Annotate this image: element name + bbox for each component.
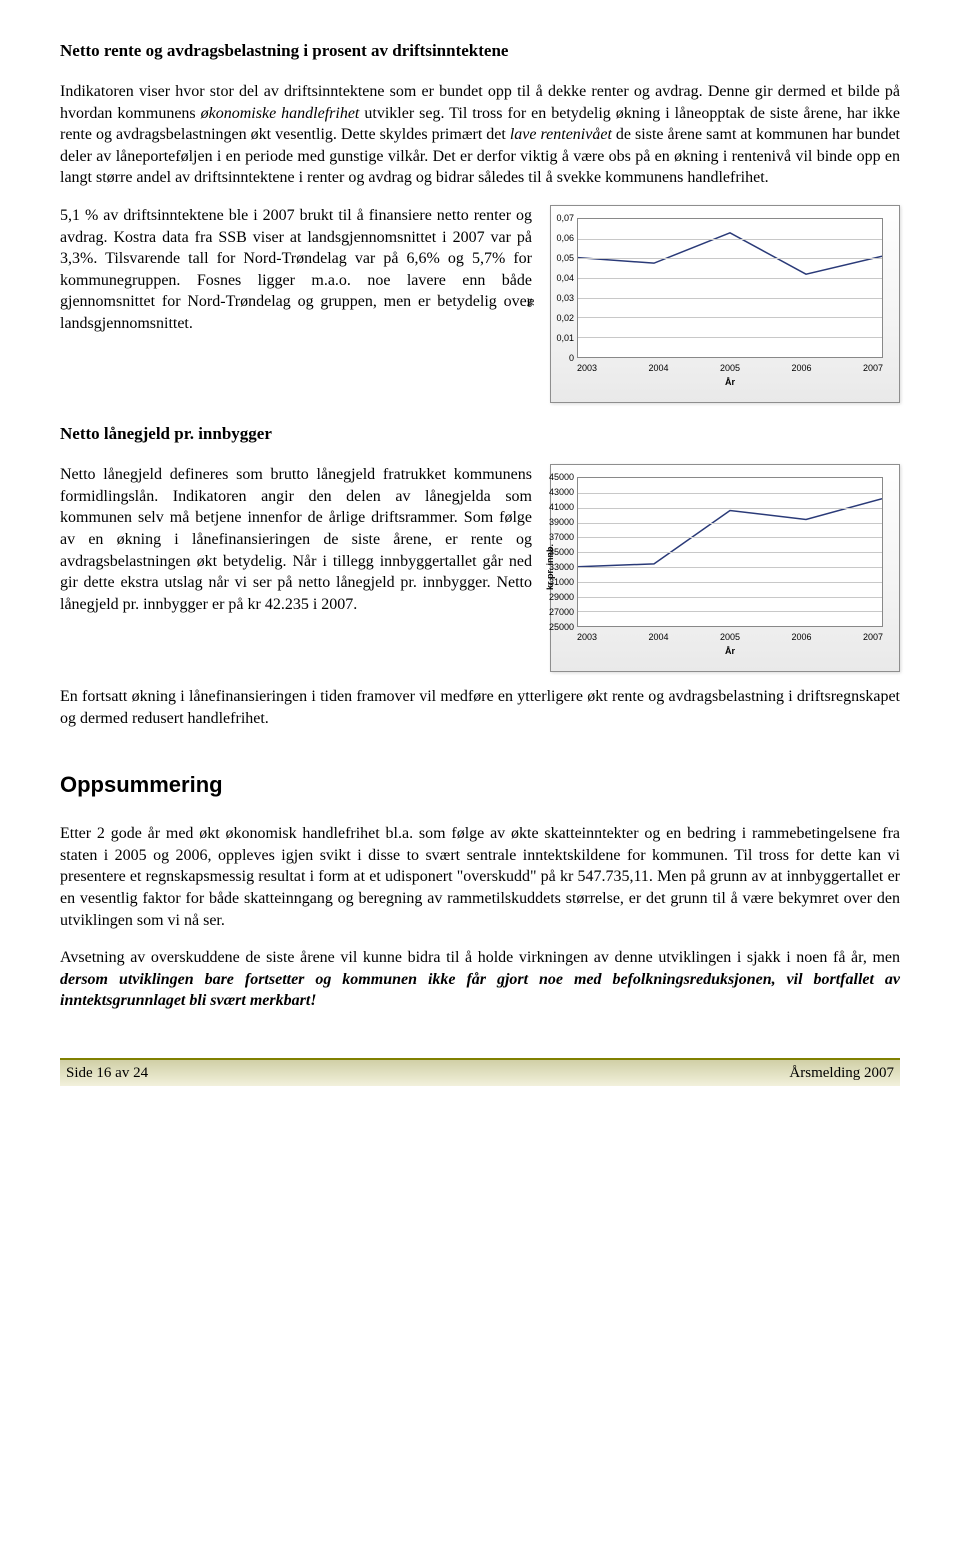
chart1-xticks: 20032004200520062007 <box>577 362 883 374</box>
chart2-yticks: 4500043000410003900037000350003300031000… <box>540 472 574 632</box>
section1-left-text: 5,1 % av driftsinntektene ble i 2007 bru… <box>60 205 532 403</box>
section1-para2: 5,1 % av driftsinntektene ble i 2007 bru… <box>60 205 532 335</box>
section2-para2: En fortsatt økning i lånefinansieringen … <box>60 686 900 729</box>
chart2-box: kr pr. innb. 450004300041000390003700035… <box>550 464 900 672</box>
chart2-plot: 4500043000410003900037000350003300031000… <box>577 477 883 627</box>
opp-p2-a: Avsetning av overskuddene de siste årene… <box>60 949 900 966</box>
footer-right: Årsmelding 2007 <box>789 1063 894 1083</box>
chart1-box: % 0,070,060,050,040,030,020,010 20032004… <box>550 205 900 403</box>
oppsummering-para1: Etter 2 gode år med økt økonomisk handle… <box>60 823 900 931</box>
chart2-xlabel: År <box>577 645 883 657</box>
chart1-yticks: 0,070,060,050,040,030,020,010 <box>540 213 574 363</box>
section2-para1: Netto lånegjeld defineres som brutto lån… <box>60 464 532 615</box>
opp-p2-bi: dersom utviklingen bare fortsetter og ko… <box>60 971 900 1010</box>
footer-left: Side 16 av 24 <box>66 1063 148 1083</box>
chart2-shell: kr pr. innb. 450004300041000390003700035… <box>550 464 900 672</box>
chart2-xticks: 20032004200520062007 <box>577 631 883 643</box>
section1-heading: Netto rente og avdragsbelastning i prose… <box>60 40 900 63</box>
chart1-xlabel: År <box>577 376 883 388</box>
oppsummering-para2: Avsetning av overskuddene de siste årene… <box>60 947 900 1012</box>
chart1-plot: 0,070,060,050,040,030,020,010 <box>577 218 883 358</box>
oppsummering-heading: Oppsummering <box>60 770 900 800</box>
p1-em1: økonomiske handlefrihet <box>201 105 360 122</box>
footer-bar: Side 16 av 24 Årsmelding 2007 <box>60 1058 900 1086</box>
section2-left-text: Netto lånegjeld defineres som brutto lån… <box>60 464 532 672</box>
section1-para1: Indikatoren viser hvor stor del av drift… <box>60 81 900 189</box>
section1-twocol: 5,1 % av driftsinntektene ble i 2007 bru… <box>60 205 900 403</box>
chart1-ylabel: % <box>525 299 537 307</box>
section2-heading: Netto lånegjeld pr. innbygger <box>60 423 900 446</box>
p1-em2: lave rentenivået <box>510 126 612 143</box>
section2-twocol: Netto lånegjeld defineres som brutto lån… <box>60 464 900 672</box>
chart1-shell: % 0,070,060,050,040,030,020,010 20032004… <box>550 205 900 403</box>
